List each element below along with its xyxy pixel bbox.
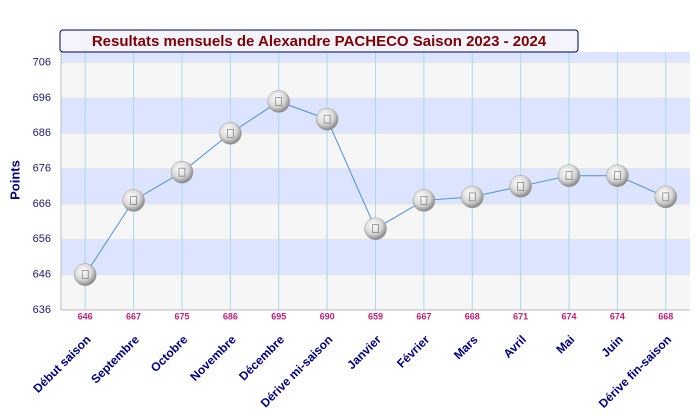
point-icon — [468, 192, 476, 202]
x-tick-label: Décembre — [236, 332, 287, 383]
value-label: 671 — [513, 311, 528, 321]
point-icon — [81, 270, 89, 279]
y-tick-label: 686 — [33, 127, 51, 139]
data-point — [654, 185, 678, 209]
title-box — [59, 29, 579, 53]
x-tick-label: Octobre — [148, 332, 191, 375]
y-tick-label: 706 — [33, 57, 51, 69]
x-tick-label: Juin — [598, 332, 625, 359]
value-label: 675 — [174, 311, 189, 321]
value-label: 646 — [78, 311, 93, 321]
point-icon — [517, 182, 524, 191]
point-icon — [565, 171, 573, 180]
data-point — [557, 164, 581, 187]
plot-area — [60, 52, 690, 311]
x-tick-label: Septembre — [88, 332, 142, 386]
data-point — [364, 217, 387, 240]
value-label: 690 — [320, 311, 335, 321]
y-tick-label: 656 — [33, 233, 51, 245]
x-tick-label: Février — [394, 332, 432, 370]
point-icon — [130, 196, 137, 205]
y-tick-label: 696 — [33, 92, 51, 104]
value-label: 668 — [658, 311, 673, 321]
point-icon — [420, 196, 428, 205]
value-label: 686 — [223, 311, 238, 321]
x-tick-label: Début saison — [30, 332, 93, 395]
chart-title: Resultats mensuels de Alexandre PACHECO … — [92, 33, 547, 50]
value-label: 667 — [126, 311, 141, 321]
x-tick-label: Novembre — [187, 332, 239, 384]
x-tick-label: Mai — [553, 332, 577, 356]
x-tick-label: Janvier — [344, 332, 384, 372]
value-label: 667 — [416, 311, 431, 321]
data-point — [267, 90, 290, 113]
y-tick-label: 666 — [33, 198, 51, 210]
data-point — [315, 107, 339, 131]
value-label: 674 — [610, 311, 625, 321]
y-axis-label: Points — [7, 160, 22, 200]
data-point — [412, 189, 436, 212]
point-icon — [662, 192, 670, 202]
y-tick-label: 646 — [33, 269, 51, 281]
point-icon — [275, 97, 283, 106]
data-point — [219, 122, 242, 145]
point-icon — [614, 171, 621, 180]
point-icon — [227, 128, 234, 138]
point-icon — [372, 224, 379, 234]
data-point — [122, 189, 145, 212]
value-label: 674 — [562, 311, 577, 321]
data-point — [606, 164, 629, 187]
y-tick-label: 636 — [33, 304, 51, 316]
x-tick-label: Mars — [451, 332, 481, 362]
data-point — [73, 263, 97, 286]
x-tick-label: Avril — [501, 332, 529, 360]
value-label: 659 — [368, 311, 383, 321]
point-icon — [323, 114, 331, 124]
value-label: 668 — [465, 311, 480, 321]
data-point — [509, 175, 532, 198]
data-point — [170, 160, 194, 184]
point-icon — [178, 167, 186, 177]
data-point — [461, 185, 484, 209]
y-tick-label: 676 — [33, 163, 51, 175]
value-label: 695 — [271, 311, 286, 321]
